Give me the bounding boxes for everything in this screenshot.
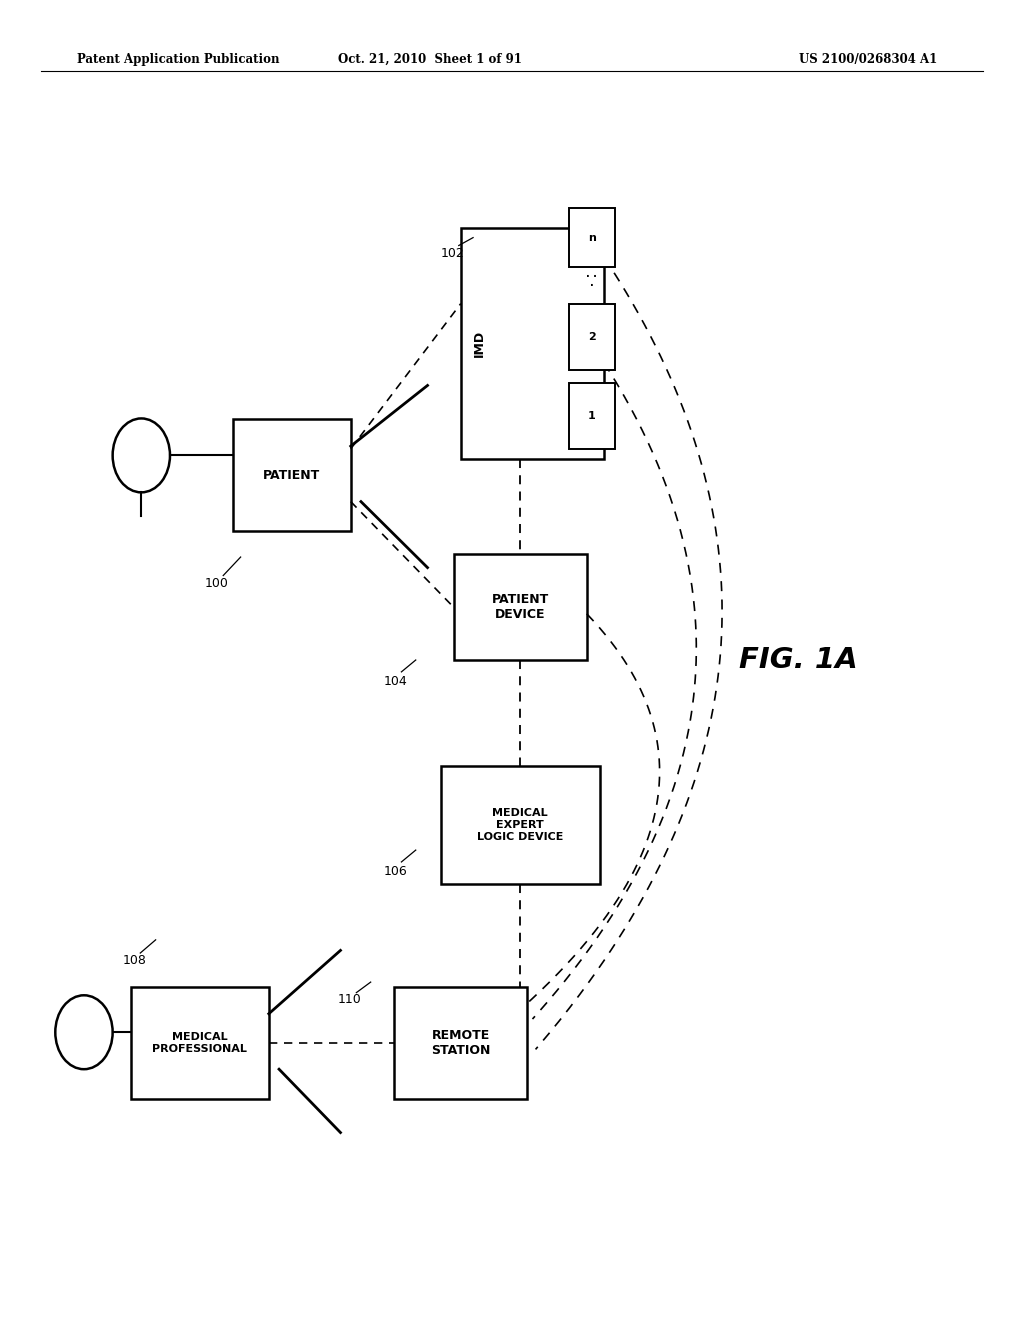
Text: 108: 108 [123,954,146,968]
Text: . .
.: . . . [587,269,597,288]
Text: n: n [588,232,596,243]
Text: 110: 110 [338,993,361,1006]
Text: 102: 102 [440,247,464,260]
Text: MEDICAL
PROFESSIONAL: MEDICAL PROFESSIONAL [153,1032,247,1053]
Bar [454,554,587,660]
Text: 2: 2 [588,331,596,342]
Bar [440,766,600,884]
Text: Oct. 21, 2010  Sheet 1 of 91: Oct. 21, 2010 Sheet 1 of 91 [338,53,522,66]
Bar [131,987,268,1098]
Bar [461,227,604,459]
Text: 1: 1 [588,411,596,421]
Circle shape [113,418,170,492]
Text: IMD: IMD [473,330,485,356]
Text: REMOTE
STATION: REMOTE STATION [431,1028,490,1057]
Bar [569,383,614,449]
Bar [569,207,614,267]
Text: 106: 106 [384,865,408,878]
Text: 104: 104 [384,675,408,688]
Text: US 2100/0268304 A1: US 2100/0268304 A1 [799,53,937,66]
Text: PATIENT: PATIENT [263,469,321,482]
Bar [394,987,527,1098]
Text: 100: 100 [205,577,228,590]
Text: PATIENT
DEVICE: PATIENT DEVICE [492,593,549,622]
Text: Patent Application Publication: Patent Application Publication [77,53,280,66]
Text: FIG. 1A: FIG. 1A [739,645,858,675]
Bar [569,304,614,370]
Text: MEDICAL
EXPERT
LOGIC DEVICE: MEDICAL EXPERT LOGIC DEVICE [477,808,563,842]
Bar [232,420,350,531]
Circle shape [55,995,113,1069]
